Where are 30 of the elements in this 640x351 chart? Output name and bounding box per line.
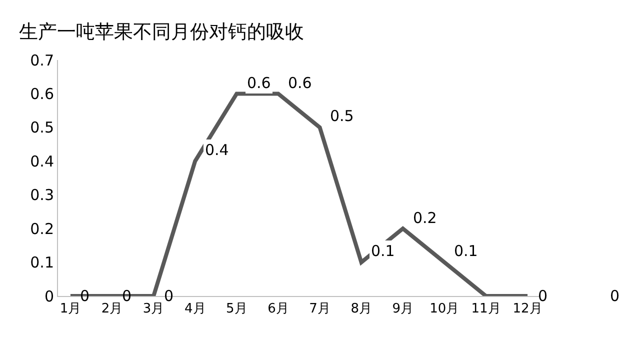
x-tick-label: 11月: [471, 302, 501, 317]
data-label: 0.1: [371, 242, 395, 260]
x-tick-label: 5月: [226, 302, 248, 317]
y-tick-label: 0.6: [30, 84, 54, 103]
x-tick-label: 1月: [60, 302, 82, 317]
x-tick-label: 7月: [309, 302, 330, 317]
x-tick-label: 10月: [430, 302, 460, 317]
y-tick-label: 0.1: [30, 254, 54, 272]
chart-title: 生产一吨苹果不同月份对钙的吸收: [19, 20, 304, 43]
x-tick-label: 4月: [184, 302, 206, 317]
x-tick-label: 9月: [392, 302, 414, 317]
y-tick-label: 0: [44, 287, 54, 306]
data-label: 0.6: [288, 74, 312, 92]
y-tick-label: 0.3: [30, 186, 54, 204]
y-tick-label: 0.5: [30, 118, 54, 137]
data-label: 0.5: [330, 107, 354, 125]
data-label: 0.1: [454, 242, 478, 260]
data-label: 0.6: [247, 74, 271, 92]
data-label: 0.2: [413, 209, 437, 227]
data-label: 0: [164, 287, 174, 305]
x-tick-label: 8月: [350, 302, 372, 317]
x-tick-label: 12月: [512, 302, 542, 317]
data-label: 0.4: [205, 141, 229, 159]
y-tick-label: 0.7: [30, 51, 54, 70]
y-tick-label: 0.2: [30, 220, 54, 238]
x-tick-label: 3月: [142, 302, 164, 317]
text: 0: [610, 287, 620, 305]
y-tick-label: 0.4: [30, 152, 54, 170]
x-tick-label: 6月: [268, 302, 289, 317]
x-tick-label: 2月: [101, 302, 123, 317]
